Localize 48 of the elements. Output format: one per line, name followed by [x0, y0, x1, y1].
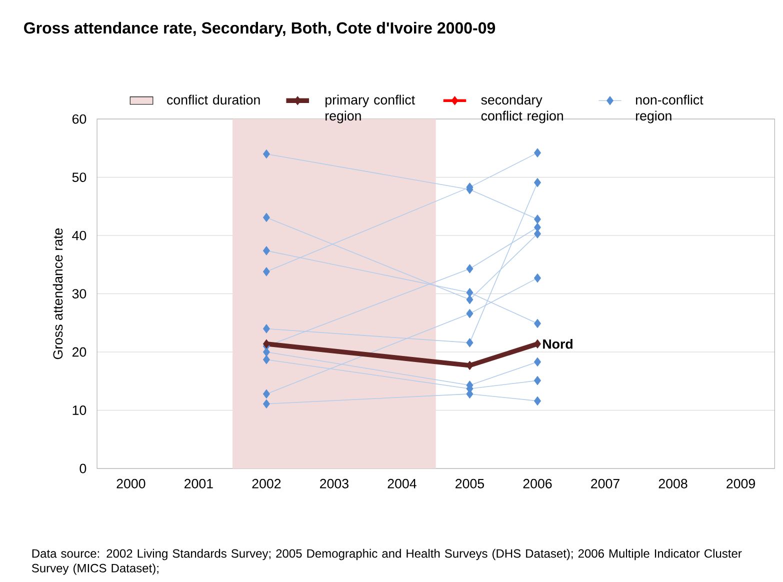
y-tick-label: 0 [80, 464, 86, 474]
point [534, 229, 541, 239]
y-tick-label: 40 [72, 231, 86, 240]
legend-label: non-conflict region [636, 95, 704, 124]
point [534, 358, 541, 367]
y-tick-label: 20 [72, 348, 86, 357]
x-tick-label: 2005 [456, 479, 484, 489]
point [466, 338, 474, 348]
legend-label: secondary conflict region [481, 95, 563, 124]
point [534, 319, 541, 328]
y-tick-label: 60 [72, 114, 86, 124]
source-note: Data source: 2002 Living Standards Survey; 2005 Demographic and Health Surveys (DHS Dataset); 2006 Multiple Indicator Cluster Survey (MICS Dataset); [32, 549, 742, 576]
point [262, 267, 270, 276]
point [534, 396, 541, 406]
legend-label: conflict duration [167, 95, 260, 105]
point [466, 264, 474, 274]
x-tick-label: 2002 [252, 479, 281, 489]
legend-label: primary conflict region [326, 95, 415, 124]
point [262, 390, 270, 399]
point [262, 324, 270, 334]
x-tick-label: 2009 [726, 479, 755, 489]
x-tick-label: 2007 [591, 479, 620, 489]
point [466, 309, 474, 318]
y-tick-label: 10 [72, 406, 86, 416]
point [262, 355, 270, 364]
point [262, 246, 270, 256]
point [262, 213, 270, 222]
point [466, 295, 474, 304]
y-tick-label: 50 [72, 172, 86, 182]
annotation: Nord [543, 339, 572, 349]
point [534, 340, 541, 349]
point [534, 178, 541, 188]
point [262, 400, 270, 409]
point [466, 288, 474, 298]
point [262, 150, 270, 159]
point [534, 274, 541, 283]
x-tick-label: 2001 [184, 479, 213, 489]
chart-title: Gross attendance rate, Secondary, Both, Cote d'Ivoire 2000-09 [24, 22, 496, 38]
y-tick-label: 30 [72, 289, 86, 299]
x-tick-label: 2008 [658, 479, 688, 489]
point [534, 148, 541, 158]
point [534, 214, 541, 224]
x-tick-label: 2004 [388, 479, 416, 489]
x-tick-label: 2000 [116, 479, 146, 489]
x-tick-label: 2006 [523, 479, 552, 489]
y-axis-title: Gross attendance rate [52, 228, 63, 360]
point [534, 376, 541, 386]
x-tick-label: 2003 [320, 479, 348, 489]
